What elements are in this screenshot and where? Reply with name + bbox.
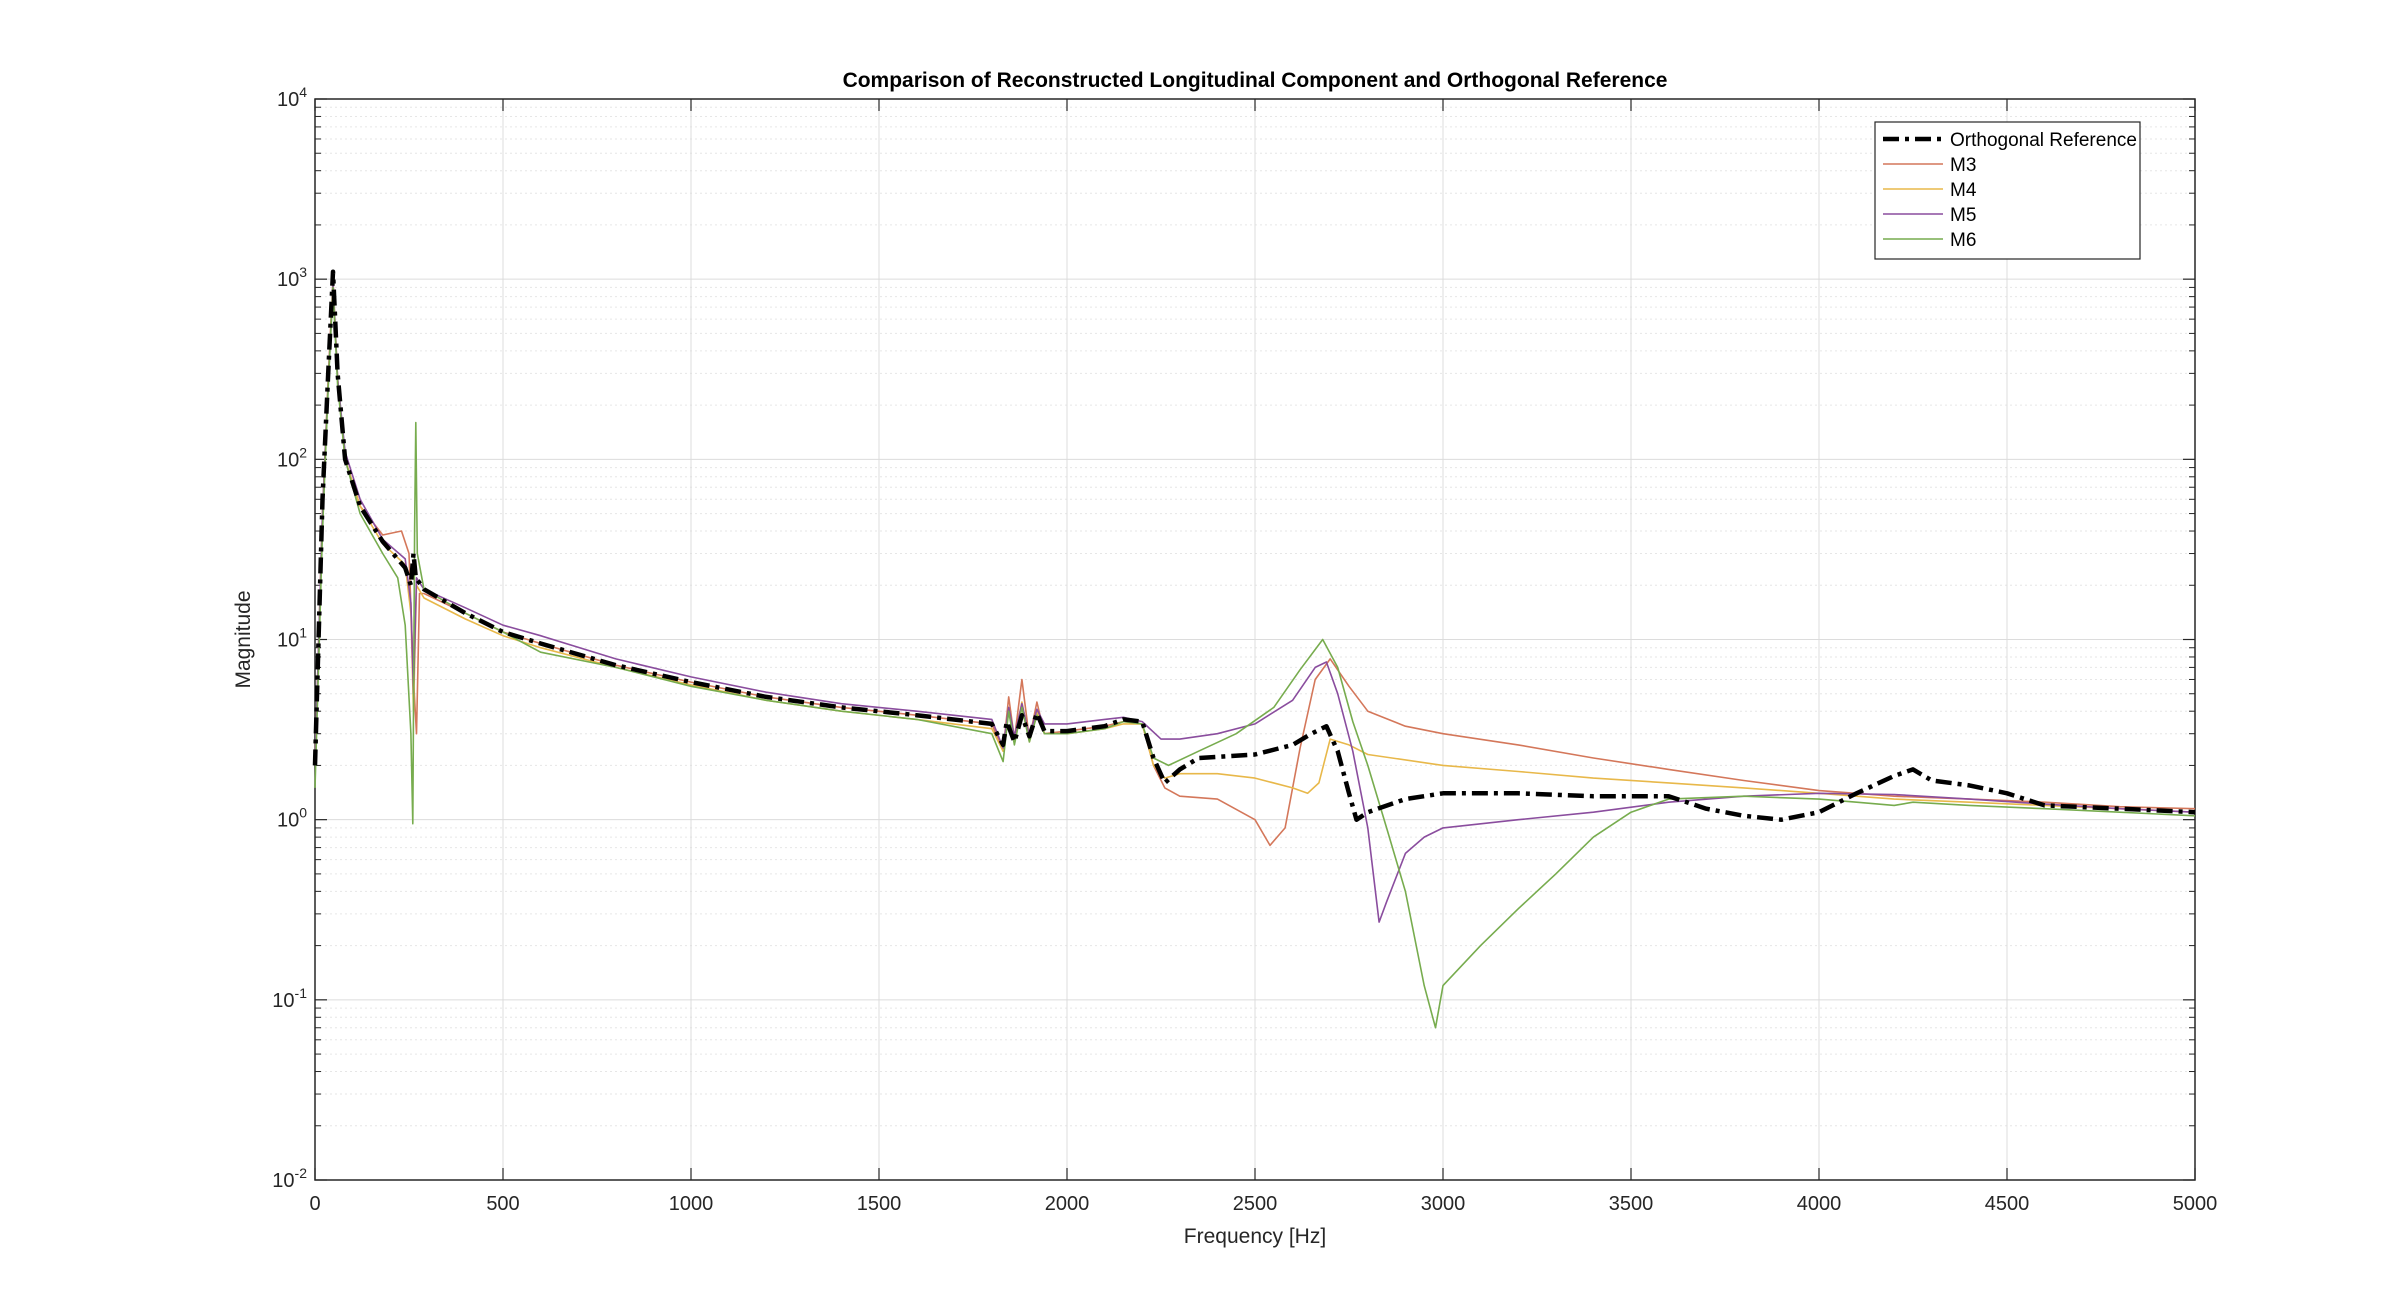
x-tick-label: 0 <box>309 1193 320 1215</box>
x-tick-label: 3500 <box>1609 1193 1654 1215</box>
series-layer <box>312 269 2196 1029</box>
series-line-m5 <box>314 282 2196 923</box>
x-axis-label: Frequency [Hz] <box>1184 1225 1326 1248</box>
y-tick-label: 100 <box>277 805 307 832</box>
x-tick-label: 4500 <box>1985 1193 2030 1215</box>
y-tick-label: 104 <box>277 84 307 111</box>
series-line-orthogonal-reference <box>312 269 2196 822</box>
legend-label-m4: M4 <box>1950 180 1977 201</box>
x-tick-label: 3000 <box>1421 1193 1466 1215</box>
y-tick-label: 10-1 <box>272 985 307 1012</box>
x-tick-label: 5000 <box>2173 1193 2218 1215</box>
x-tick-label: 500 <box>486 1193 519 1215</box>
series-line-m6 <box>314 286 2196 1029</box>
legend-label-m6: M6 <box>1950 230 1976 251</box>
y-tick-label: 103 <box>277 264 307 291</box>
y-tick-label: 10-2 <box>272 1165 307 1192</box>
x-tick-label: 4000 <box>1797 1193 1842 1215</box>
y-tick-label: 102 <box>277 444 307 471</box>
y-tick-label: 101 <box>277 625 307 652</box>
y-axis-label: Magnitude <box>232 590 255 688</box>
x-tick-label: 1000 <box>669 1193 714 1215</box>
tick-layer: 0 500 1000 1500 2000 2500 3000 3500 4000 4500 5000… <box>272 84 2217 1215</box>
x-tick-label: 2000 <box>1045 1193 1090 1215</box>
chart-title: Comparison of Reconstructed Longitudinal… <box>843 69 1668 92</box>
legend: Orthogonal Reference M3 M4 M5 M6 <box>1874 121 2141 260</box>
legend-box <box>1874 121 2141 260</box>
legend-label-orthogonal-reference: Orthogonal Reference <box>1950 130 2137 151</box>
legend-label-m5: M5 <box>1950 205 1976 226</box>
x-tick-label: 2500 <box>1233 1193 1278 1215</box>
x-tick-label: 1500 <box>857 1193 902 1215</box>
legend-label-m3: M3 <box>1950 155 1976 176</box>
grid-layer <box>314 98 2196 1181</box>
